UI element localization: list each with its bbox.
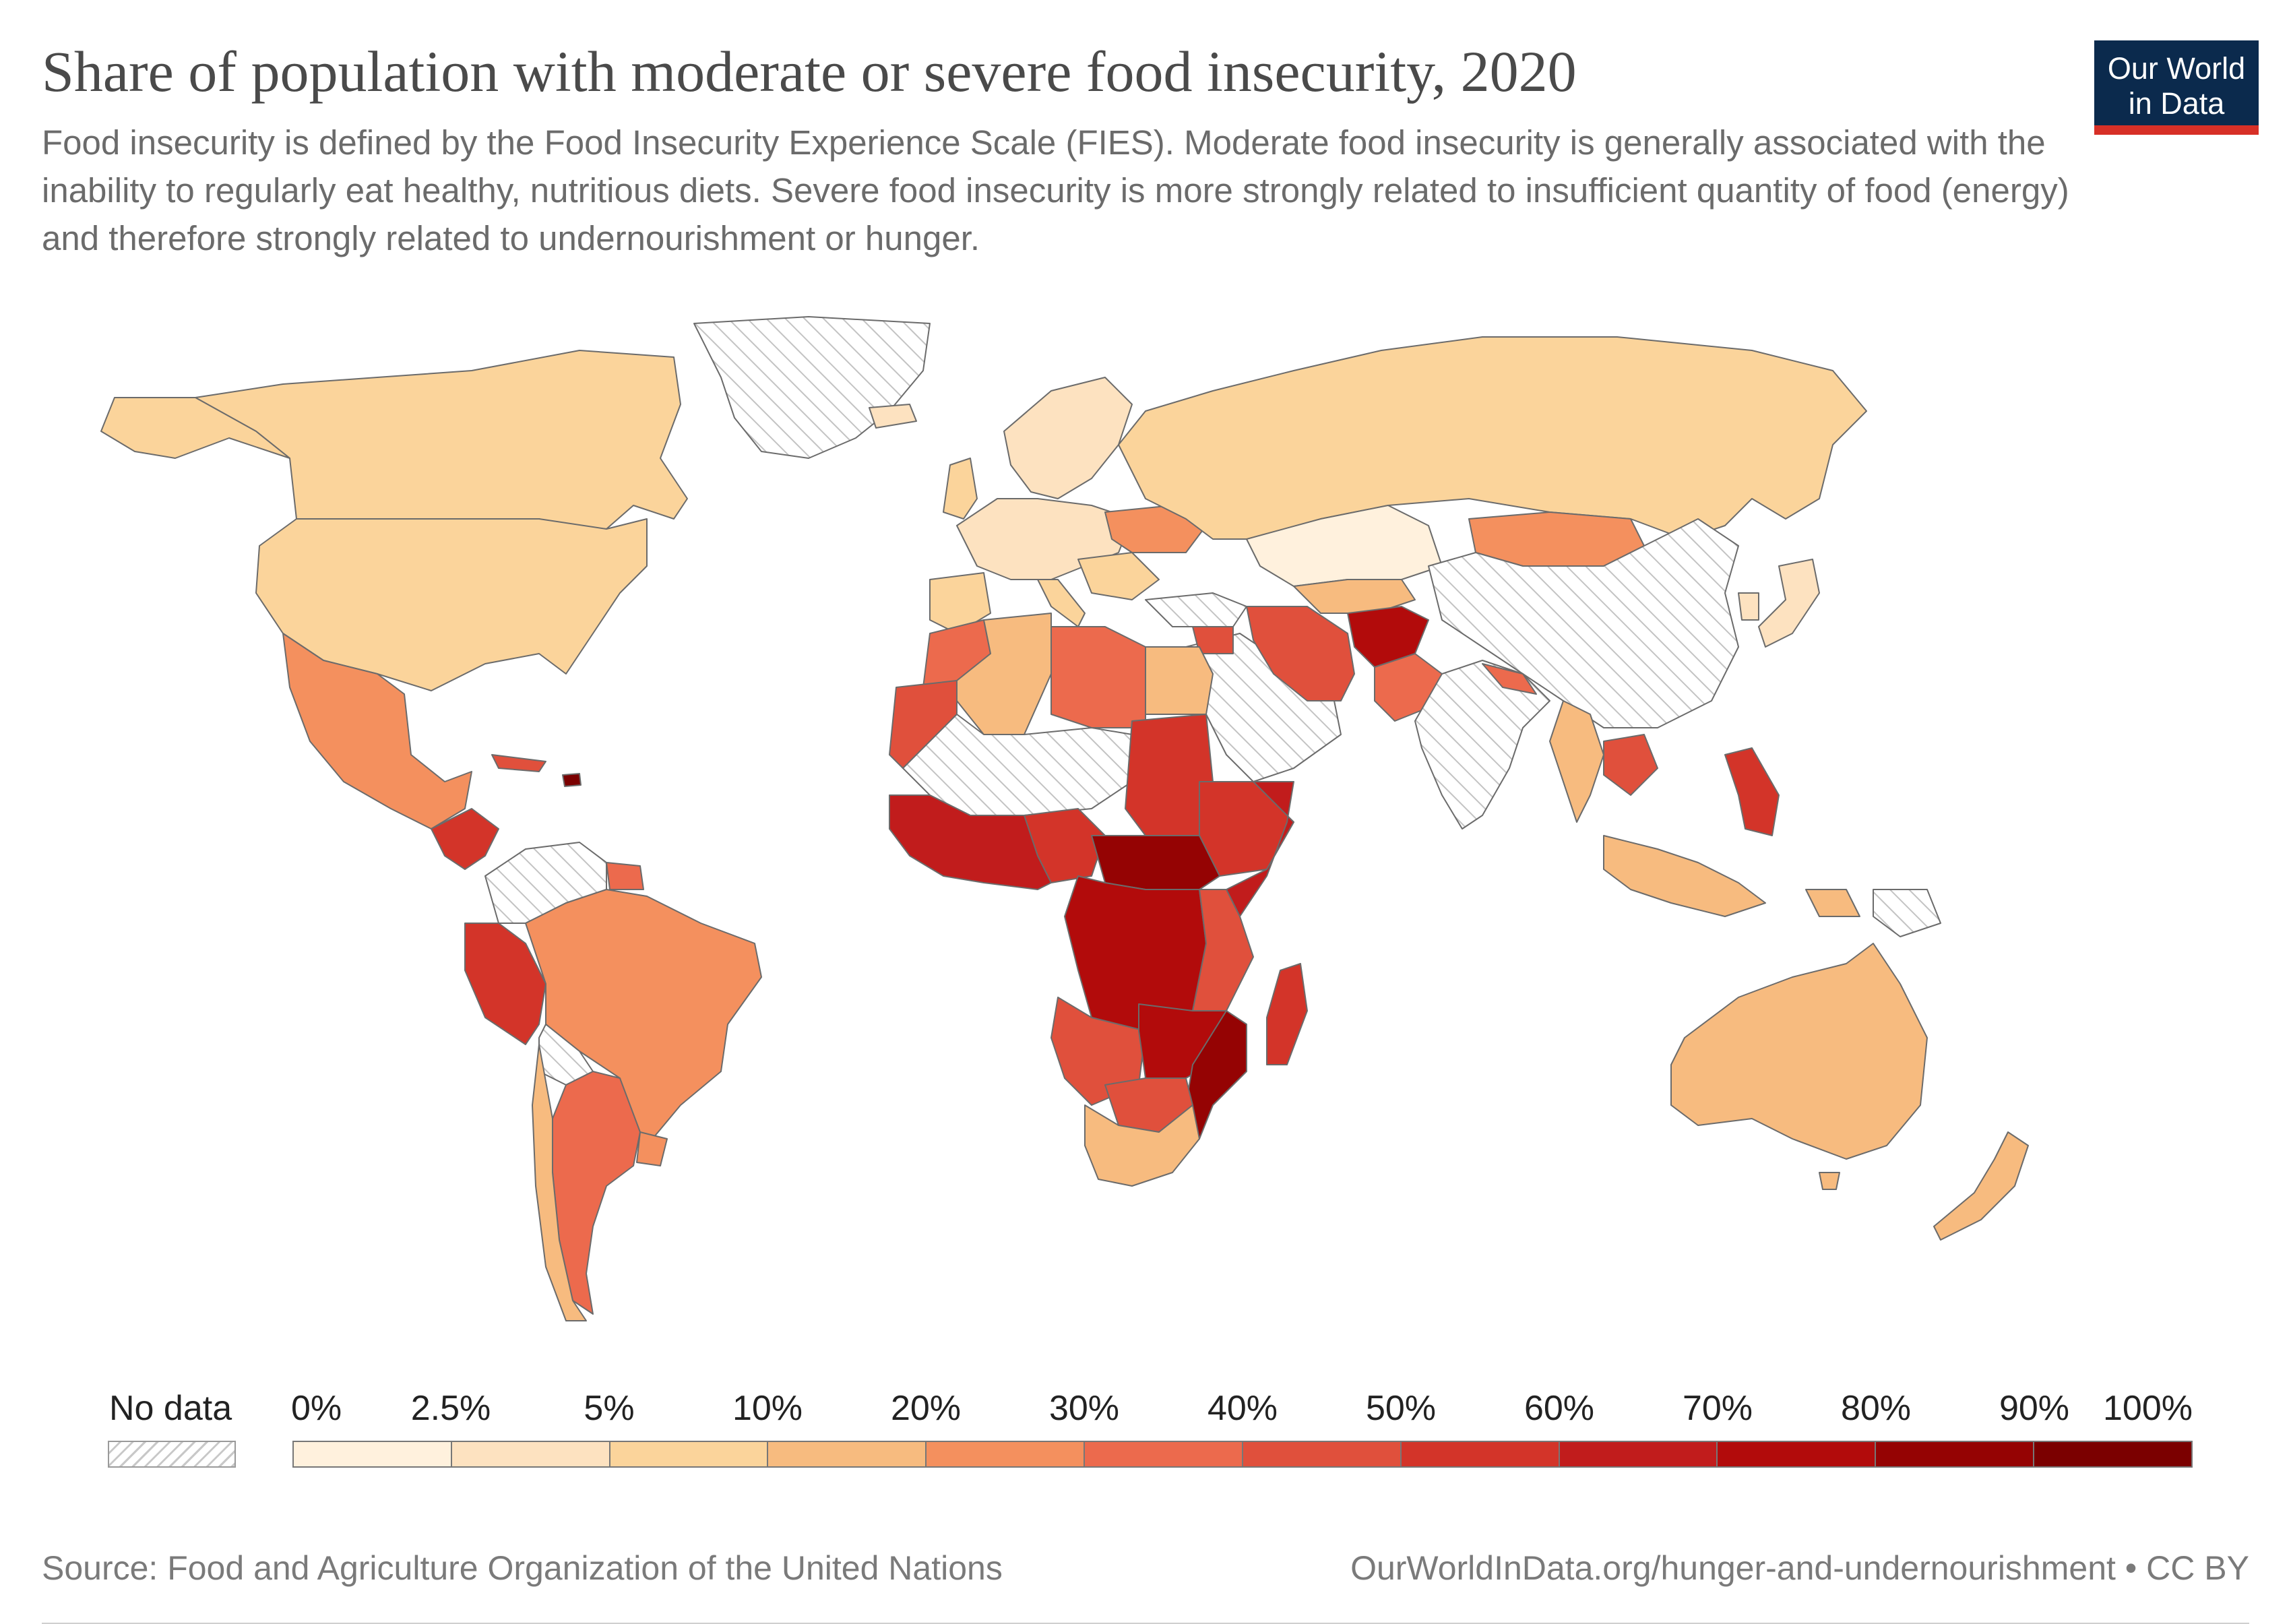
source-note: Source: Food and Agriculture Organizatio… [42, 1549, 1003, 1587]
country-canada[interactable] [195, 350, 688, 530]
country-indonesia[interactable] [1603, 835, 1766, 917]
legend-swatch-5[interactable] [1085, 1442, 1243, 1466]
country-russia[interactable] [1118, 336, 1867, 540]
country-myanmar-thailand[interactable] [1549, 700, 1604, 823]
legend-swatch-8[interactable] [1559, 1442, 1718, 1466]
country-guyana[interactable] [606, 862, 644, 890]
country-japan[interactable] [1758, 559, 1820, 648]
country-syria-iraq[interactable] [1192, 626, 1234, 654]
country-libya[interactable] [1050, 626, 1146, 728]
country-iceland[interactable] [869, 404, 917, 429]
logo-line-1: Our World [2107, 51, 2246, 86]
legend-swatch-9[interactable] [1718, 1442, 1877, 1466]
country-italy[interactable] [1037, 579, 1086, 627]
legend-swatch-3[interactable] [768, 1442, 927, 1466]
logo-accent-bar [2094, 125, 2259, 135]
country-balkans[interactable] [1077, 552, 1160, 600]
country-kenya-tanzania[interactable] [1192, 889, 1254, 1011]
legend-tick-label: 90% [1999, 1389, 2070, 1428]
country-central-africa[interactable] [1091, 835, 1220, 890]
legend-swatch-1[interactable] [451, 1442, 610, 1466]
country-greenland[interactable] [693, 316, 931, 459]
legend-swatch-10[interactable] [1876, 1442, 2035, 1466]
legend-color-scale [292, 1441, 2193, 1468]
country-nepal-bangladesh[interactable] [1482, 663, 1537, 695]
legend-tick-label: 100% [2103, 1389, 2193, 1428]
country-mexico[interactable] [282, 633, 472, 830]
country-caribbean[interactable] [491, 754, 546, 772]
country-central-asia[interactable] [1293, 579, 1416, 614]
legend-swatch-4[interactable] [927, 1442, 1086, 1466]
country-scandinavia[interactable] [1003, 377, 1133, 499]
country-iran[interactable] [1246, 606, 1355, 701]
legend-swatch-7[interactable] [1401, 1442, 1560, 1466]
legend-swatch-0[interactable] [294, 1442, 452, 1466]
chart-title: Share of population with moderate or sev… [42, 39, 1577, 104]
legend-swatch-2[interactable] [610, 1442, 769, 1466]
country-central-america[interactable] [431, 808, 499, 870]
country-turkey[interactable] [1145, 592, 1247, 627]
country-new-zealand[interactable] [1933, 1131, 2029, 1241]
country-tasmania[interactable] [1819, 1172, 1840, 1190]
legend-swatch-11[interactable] [2034, 1442, 2191, 1466]
logo-line-2: in Data [2128, 86, 2225, 121]
country-uk[interactable] [943, 458, 978, 520]
legend-tick-label: 5% [584, 1389, 635, 1428]
country-philippines[interactable] [1724, 747, 1780, 836]
source-url[interactable]: OurWorldInData.org/hunger-and-undernouri… [1350, 1549, 2249, 1587]
country-mozambique[interactable] [1185, 1010, 1247, 1139]
legend-tick-label: 30% [1048, 1389, 1120, 1428]
country-china[interactable] [1428, 518, 1739, 728]
country-indonesia-east[interactable] [1805, 889, 1860, 917]
country-papua-new-guinea[interactable] [1873, 889, 1941, 937]
legend-tick-label: 40% [1207, 1389, 1278, 1428]
country-usa[interactable] [255, 518, 648, 691]
country-south-africa[interactable] [1084, 1104, 1200, 1187]
legend-swatch-6[interactable] [1243, 1442, 1402, 1466]
country-usa-alaska[interactable] [100, 397, 290, 459]
legend-tick-label: 60% [1524, 1389, 1595, 1428]
legend-tick-label: 20% [890, 1389, 962, 1428]
legend-tick-label: 80% [1840, 1389, 1912, 1428]
country-nigeria[interactable] [1024, 808, 1106, 883]
country-madagascar[interactable] [1266, 963, 1308, 1065]
legend-tick-label: 2.5% [410, 1389, 491, 1428]
country-kazakhstan[interactable] [1246, 505, 1443, 587]
country-uruguay[interactable] [636, 1131, 668, 1166]
country-chile[interactable] [532, 1044, 587, 1321]
country-australia[interactable] [1670, 943, 1928, 1160]
legend-no-data-swatch [108, 1441, 236, 1468]
legend-no-data-label: No data [109, 1389, 232, 1428]
legend-tick-label: 10% [732, 1389, 803, 1428]
country-cambodia[interactable] [1603, 734, 1658, 796]
country-sahel-nodata[interactable] [902, 714, 1133, 816]
legend-tick-label: 50% [1365, 1389, 1437, 1428]
owid-logo[interactable]: Our World in Data [2094, 40, 2259, 135]
country-drc[interactable] [1064, 875, 1207, 1032]
world-map [100, 316, 2029, 1321]
legend-tick-label: 0% [291, 1389, 342, 1428]
legend-tick-label: 70% [1682, 1389, 1753, 1428]
country-korea[interactable] [1738, 592, 1759, 621]
country-egypt[interactable] [1145, 646, 1214, 715]
country-peru[interactable] [464, 923, 546, 1045]
chart-subtitle: Food insecurity is defined by the Food I… [42, 123, 2069, 257]
country-haiti[interactable] [562, 773, 582, 787]
